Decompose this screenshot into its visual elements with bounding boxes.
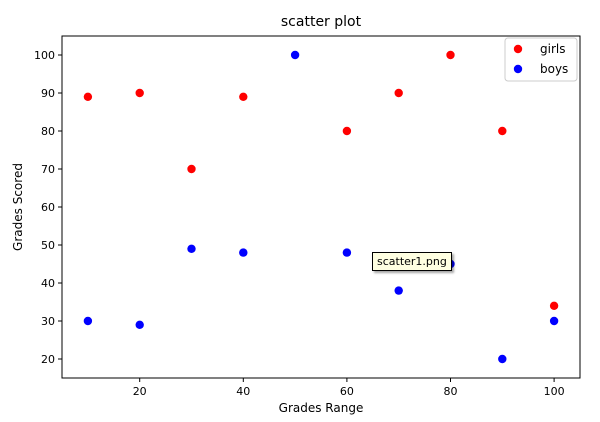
legend: girls boys xyxy=(504,37,578,82)
point-girls xyxy=(498,126,507,136)
x-tick-label: 60 xyxy=(340,385,354,398)
point-girls xyxy=(239,92,248,102)
point-girls xyxy=(135,88,144,98)
file-tooltip: scatter1.png xyxy=(372,252,452,271)
point-boys xyxy=(135,320,144,329)
point-boys xyxy=(290,50,300,60)
point-girls xyxy=(342,126,352,136)
point-boys xyxy=(498,354,507,364)
point-girls xyxy=(446,50,455,60)
x-tick-label: 20 xyxy=(133,385,147,398)
legend-label-girls: girls xyxy=(540,42,565,56)
y-tick-label: 80 xyxy=(41,125,55,138)
x-tick-label: 40 xyxy=(236,385,250,398)
y-tick-label: 50 xyxy=(41,239,55,252)
x-axis-label: Grades Range xyxy=(279,401,364,415)
legend-box xyxy=(504,37,578,82)
point-girls xyxy=(549,301,559,310)
chart-title: scatter plot xyxy=(281,14,362,30)
x-tick-label: 100 xyxy=(544,385,565,398)
y-tick-label: 90 xyxy=(41,87,55,100)
y-axis-label: Grades Scored xyxy=(11,163,25,251)
point-boys xyxy=(83,316,93,326)
y-tick-label: 20 xyxy=(41,353,55,366)
point-boys xyxy=(549,316,559,326)
y-tick-label: 60 xyxy=(41,201,55,214)
x-tick-label: 80 xyxy=(444,385,458,398)
legend-marker-boys xyxy=(513,64,523,74)
axis-ticks: 20 40 60 80 100 20 30 40 50 60 70 80 90 100 xyxy=(34,49,565,398)
point-girls xyxy=(83,92,93,102)
y-tick-label: 100 xyxy=(34,49,55,62)
y-tick-label: 30 xyxy=(41,315,55,328)
point-boys xyxy=(342,248,352,257)
data-points xyxy=(83,50,559,364)
legend-label-boys: boys xyxy=(540,62,568,76)
y-tick-label: 40 xyxy=(41,277,55,290)
point-boys xyxy=(239,248,248,257)
point-girls xyxy=(187,164,196,174)
point-boys xyxy=(394,286,403,295)
point-boys xyxy=(187,244,196,253)
y-tick-label: 70 xyxy=(41,163,55,176)
legend-marker-girls xyxy=(513,44,523,54)
point-girls xyxy=(394,88,403,98)
